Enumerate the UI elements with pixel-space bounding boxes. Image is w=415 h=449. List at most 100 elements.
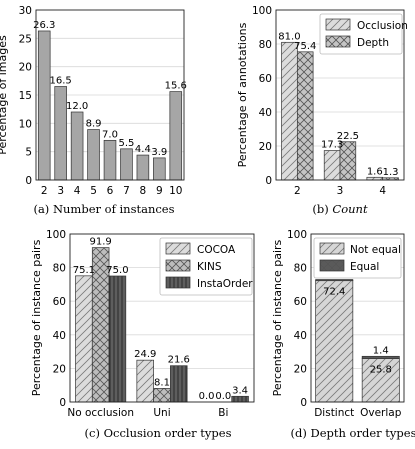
chart-a-xtick-label: 8 xyxy=(140,185,147,197)
chart-a-bar xyxy=(153,157,166,181)
b-ytick-label: 80 xyxy=(259,39,272,51)
chart-c-bar-hatch xyxy=(170,365,188,403)
chart-a-bar xyxy=(136,154,150,181)
chart-c-bar-hatch xyxy=(108,275,127,403)
a-ytick-label: 15 xyxy=(19,90,32,102)
d-ytick-label: 20 xyxy=(294,363,307,375)
chart-a-xtick-label: 7 xyxy=(123,185,130,197)
c-frame xyxy=(69,233,255,403)
chart-a-data-label: 4.4 xyxy=(135,144,151,155)
chart-b-bar-hatch xyxy=(323,150,341,181)
chart-b-bar-hatch xyxy=(281,41,298,181)
chart-c-bar-hatch xyxy=(231,395,249,403)
chart-a-xtick-label: 2 xyxy=(41,185,48,197)
c-ytick-label: 60 xyxy=(53,296,66,308)
chart-b-xtick-label: 4 xyxy=(379,185,386,197)
d-ytick-label: 60 xyxy=(294,296,307,308)
chart-a-data-label: 26.3 xyxy=(33,20,55,31)
chart-a-data-label: 3.9 xyxy=(151,147,167,158)
chart-d-bar-equal-hatch xyxy=(315,279,354,282)
a-ytick-label: 20 xyxy=(19,62,32,74)
chart-d-legend-label: Equal xyxy=(350,261,379,273)
chart-c-bar-hatch xyxy=(75,275,93,403)
chart-c-data-label: 8.1 xyxy=(154,377,170,388)
c-ytick-label: 100 xyxy=(46,229,66,241)
chart-c-xtick-label: No occlusion xyxy=(67,407,134,419)
d-ytick-label: 80 xyxy=(294,263,307,275)
d-frame xyxy=(310,233,405,403)
chart-c-caption: (c) Occlusion order types xyxy=(85,426,232,440)
chart-b-data-label: 22.5 xyxy=(337,131,359,142)
chart-b-legend-swatch-hatch xyxy=(325,35,351,48)
b-ytick-label: 0 xyxy=(265,175,272,187)
chart-c-data-label: 75.0 xyxy=(106,265,128,276)
chart-a-bar xyxy=(54,86,67,181)
chart-a-xtick-label: 9 xyxy=(156,185,163,197)
chart-b-xtick-label: 2 xyxy=(294,185,301,197)
chart-a-data-label: 7.0 xyxy=(102,129,118,140)
chart-b-xtick-label: 3 xyxy=(337,185,344,197)
chart-a-data-label: 8.9 xyxy=(86,119,102,130)
chart-c-data-label: 24.9 xyxy=(134,349,156,360)
chart-d-data-label-not-equal: 25.8 xyxy=(370,365,392,376)
chart-c-data-label: 91.9 xyxy=(90,237,112,248)
chart-d-caption: (d) Depth order types xyxy=(291,426,415,440)
a-ytick-label: 10 xyxy=(19,118,32,130)
chart-a-bar xyxy=(37,30,51,181)
a-ytick-label: 30 xyxy=(19,5,32,17)
chart-c-legend-swatch-hatch xyxy=(165,259,191,272)
a-ytick-label: 5 xyxy=(25,147,32,159)
chart-d-data-label-equal: 1.4 xyxy=(373,345,389,356)
chart-c-legend-label: InstaOrder xyxy=(197,278,253,290)
chart-c-bar-hatch xyxy=(153,388,171,403)
chart-d-bar-equal-hatch xyxy=(361,355,400,360)
chart-c-data-label: 0.0 xyxy=(199,391,215,402)
a-frame xyxy=(35,9,185,181)
chart-b-caption-italic: Count xyxy=(332,202,368,216)
chart-b-caption: (b) Count xyxy=(312,202,368,216)
chart-b-legend-label: Occlusion xyxy=(357,20,408,32)
a-ytick-label: 0 xyxy=(25,175,32,187)
chart-a-ylabel: Percentage of images xyxy=(0,35,9,155)
chart-b-data-label: 75.4 xyxy=(294,41,316,52)
chart-a-caption: (a) Number of instances xyxy=(33,202,174,216)
chart-a-xtick-label: 4 xyxy=(74,185,81,197)
chart-b-data-label: 1.6 xyxy=(367,166,383,177)
chart-c-data-label: 75.1 xyxy=(73,265,95,276)
chart-b-legend-label: Depth xyxy=(357,37,389,49)
chart-a-xtick-label: 10 xyxy=(169,185,182,197)
chart-c-legend-swatch-hatch xyxy=(165,276,191,289)
chart-d-legend-label: Not equal xyxy=(350,244,401,256)
d-ytick-label: 0 xyxy=(300,397,307,409)
chart-c-ylabel: Percentage of instance pairs xyxy=(30,239,43,396)
c-ytick-label: 0 xyxy=(59,397,66,409)
chart-d-legend-swatch-hatch xyxy=(319,242,345,255)
chart-a-data-label: 5.5 xyxy=(118,138,134,149)
c-ytick-label: 80 xyxy=(53,263,66,275)
chart-a-xtick-label: 5 xyxy=(90,185,97,197)
chart-c-bar-hatch xyxy=(136,359,154,403)
d-ytick-label: 40 xyxy=(294,330,307,342)
chart-c-xtick-label: Uni xyxy=(153,407,170,419)
chart-a-data-label: 16.5 xyxy=(50,76,72,87)
chart-a-bar xyxy=(169,91,183,181)
chart-a-data-label: 12.0 xyxy=(66,101,88,112)
c-ytick-label: 40 xyxy=(53,330,66,342)
chart-c-data-label: 21.6 xyxy=(168,355,190,366)
chart-c: 75.191.975.024.98.121.60.0 0.03.4 0204060… xyxy=(30,229,255,440)
chart-d-xtick-label: Distinct xyxy=(314,407,354,419)
chart-c-xtick-label: Bi xyxy=(218,407,228,419)
chart-b-bar-hatch xyxy=(296,51,314,181)
chart-c-data-label: 0.0 xyxy=(215,391,231,402)
chart-c-legend-swatch-hatch xyxy=(165,242,191,255)
chart-a-bar xyxy=(103,139,117,181)
chart-d-xtick-label: Overlap xyxy=(360,407,402,419)
b-ytick-label: 60 xyxy=(259,73,272,85)
chart-d-ylabel: Percentage of instance pairs xyxy=(271,239,284,396)
b-ytick-label: 20 xyxy=(259,141,272,153)
chart-a-bar xyxy=(87,129,100,181)
chart-a-xtick-label: 3 xyxy=(57,185,64,197)
